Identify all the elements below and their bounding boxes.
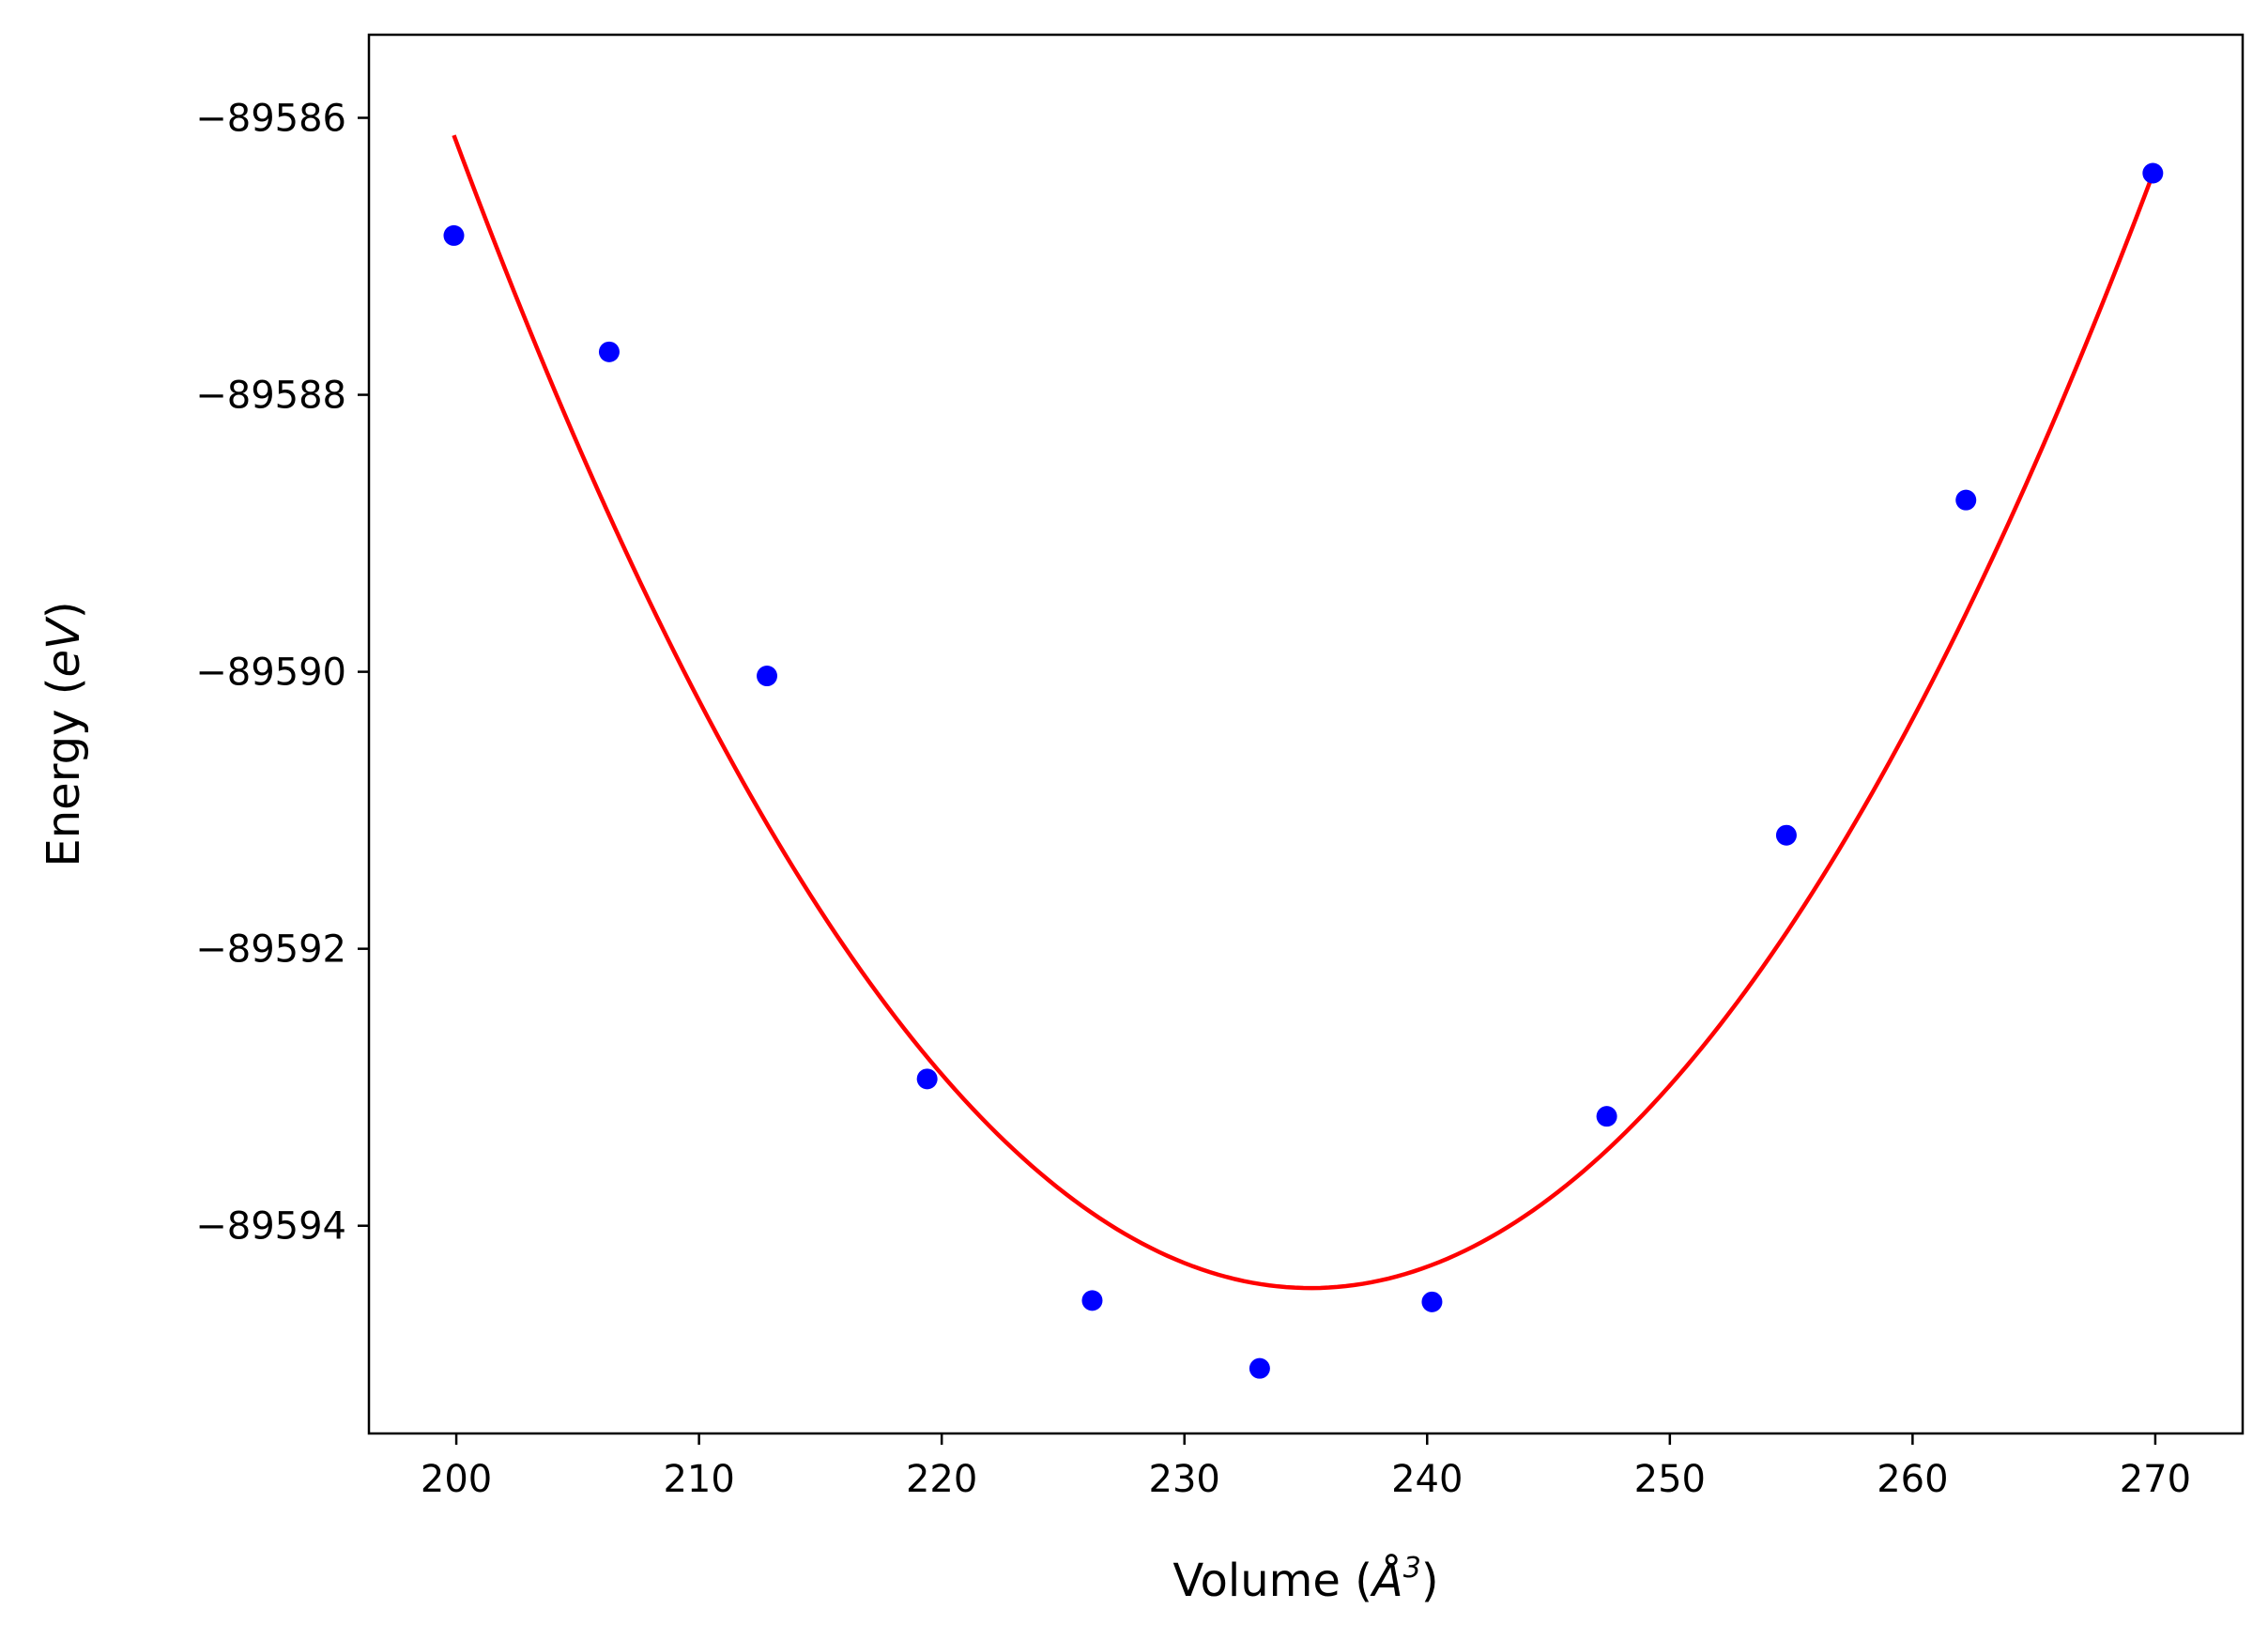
y-axis-title: Energy (eV) (38, 601, 90, 866)
x-tick-label: 230 (1149, 1458, 1220, 1501)
x-tick-label: 260 (1877, 1458, 1948, 1501)
x-tick-label: 220 (906, 1458, 977, 1501)
x-tick-label: 210 (663, 1458, 734, 1501)
data-point (1775, 824, 1797, 846)
data-point (757, 666, 778, 687)
data-point (1249, 1357, 1270, 1379)
plot-area-frame (367, 33, 2245, 1435)
data-points-layer (443, 162, 2164, 1379)
data-point (1955, 489, 1977, 511)
y-tick-label: −89594 (195, 1205, 346, 1249)
data-point (916, 1068, 938, 1090)
x-tick-label: 250 (1634, 1458, 1706, 1501)
data-point (598, 341, 620, 362)
data-point (1596, 1106, 1617, 1127)
x-tick-label: 200 (421, 1458, 492, 1501)
x-axis-title: Volume (Å3) (1172, 1552, 1438, 1607)
data-point (1421, 1291, 1443, 1312)
y-tick-label: −89588 (195, 375, 346, 418)
y-tick-label: −89592 (195, 928, 346, 972)
x-tick-label: 270 (2120, 1458, 2191, 1501)
y-axis-ticks: −89586 −89588 −89590 −89592 −89594 (195, 98, 369, 1249)
y-tick-label: −89590 (195, 651, 346, 695)
y-tick-label: −89586 (195, 98, 346, 141)
fit-curve-layer (452, 134, 2155, 1291)
x-axis-ticks: 200 210 220 230 240 250 260 270 (421, 1433, 2191, 1501)
data-point (1081, 1290, 1103, 1311)
data-point (2142, 162, 2164, 184)
x-tick-label: 240 (1391, 1458, 1463, 1501)
fit-curve (452, 134, 2155, 1291)
data-point (443, 224, 465, 246)
